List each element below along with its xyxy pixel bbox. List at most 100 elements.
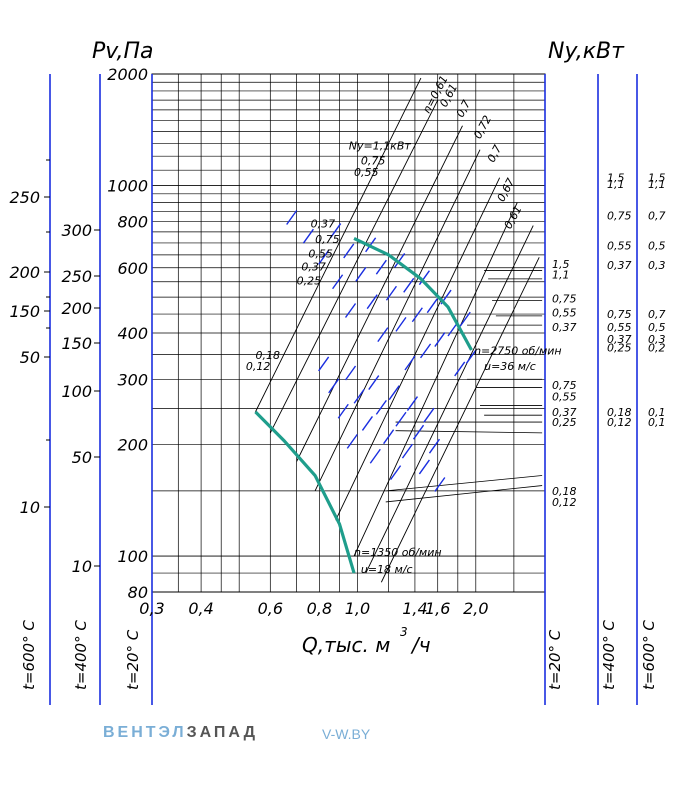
x-axis-title: Q,тыс. м (302, 633, 390, 657)
power-label: 0,1 (648, 406, 666, 419)
power-mark (454, 361, 466, 377)
power-label: 0,37 (607, 333, 632, 346)
x-tick-label: 0,8 (307, 599, 332, 618)
power-mark (328, 378, 340, 394)
system-line (269, 99, 439, 434)
power-label: 0,18 (255, 349, 280, 362)
temp-tick-label: 10 (20, 498, 40, 517)
power-mark (403, 277, 415, 293)
x-tick-label: 0,6 (258, 599, 283, 618)
temp-tick-label: 100 (61, 382, 92, 401)
power-label: 0,18 (607, 406, 632, 419)
chart-labels: 0,3 0,4 0,6 0,8 1,0 1,41,6 2,0 80 100 200 300 400 60… (92, 39, 666, 657)
power-mark (406, 396, 419, 411)
power-label: 1,5 (552, 258, 570, 271)
y-tick-label: 800 (117, 212, 148, 231)
power-label: 0,55 (552, 306, 577, 319)
power-mark (353, 388, 365, 404)
power-label: 0,75 (552, 379, 577, 392)
power-mark (383, 429, 395, 445)
power-mark (434, 332, 446, 347)
power-label: 0,55 (552, 390, 577, 403)
envelope-curves (254, 210, 478, 574)
pointer-line (385, 475, 543, 492)
power-label: 0,55 (607, 321, 632, 334)
power-mark (366, 294, 378, 310)
temperature-scales: t=600° С t=400° С t=20° С t=20° С t=400° С t=… (9, 74, 658, 705)
brand-part-1: ВЕНТЭЛ (103, 724, 187, 741)
power-label: 0,61 (502, 203, 525, 231)
temp-tick-label: 10 (72, 557, 92, 576)
op-label-u: u=36 м/с (484, 360, 536, 373)
power-label: Ny=1,1кВт (349, 140, 412, 153)
y-tick-label: 600 (117, 259, 148, 278)
temp-scale-label: t=400° С (600, 620, 618, 690)
temp-tick-label: 250 (61, 267, 92, 286)
power-label: 0,37 (552, 321, 577, 334)
power-label: 0,75 (552, 293, 577, 306)
y-tick-label: 400 (117, 324, 148, 343)
system-line (296, 125, 463, 462)
power-mark (388, 385, 400, 401)
brand-logo: ВЕНТЭЛЗАПАД (103, 724, 258, 742)
power-mark (412, 424, 425, 440)
system-line (255, 77, 422, 413)
y-tick-label: 200 (117, 436, 148, 455)
temp-scale-label: t=600° С (640, 620, 658, 690)
power-label: 1,5 (607, 172, 625, 185)
x-axis-title-tail: /ч (410, 633, 431, 657)
x-tick-label: 2,0 (463, 599, 488, 618)
power-label: 0,3 (648, 259, 666, 272)
power-label: 0,5 (648, 239, 666, 252)
temp-tick-label: 50 (20, 348, 40, 367)
op-label-n: n=1350 об/мин (354, 546, 442, 559)
power-label: 0,7 (485, 143, 505, 165)
power-mark (375, 259, 387, 275)
power-mark (318, 356, 330, 372)
system-line (353, 202, 518, 557)
power-mark (404, 355, 416, 371)
power-label: 0,7 (648, 308, 666, 321)
system-line (365, 225, 534, 574)
x-tick-label: 1,6 (425, 599, 450, 618)
power-mark (355, 266, 367, 282)
power-label: 0,72 (471, 113, 494, 141)
power-mark (368, 375, 380, 390)
power-mark (395, 411, 407, 427)
power-label: 0,12 (246, 360, 271, 373)
temp-tick-label: 300 (61, 221, 92, 240)
power-label: 0,75 (607, 308, 632, 321)
power-mark (428, 438, 441, 454)
power-mark (369, 448, 381, 464)
power-mark (337, 403, 349, 419)
x-axis-title-sup: 3 (400, 625, 408, 639)
power-mark (426, 298, 438, 314)
power-mark (343, 243, 355, 259)
power-mark (385, 285, 398, 301)
power-label: 0,7 (648, 210, 666, 223)
x-tick-label: 0,4 (188, 599, 213, 618)
power-mark (418, 270, 430, 286)
power-label: 0,37 (301, 260, 326, 273)
x-tick-label: 0,3 (139, 599, 164, 618)
power-label: 0,25 (552, 416, 577, 429)
power-mark (423, 407, 435, 423)
y-tick-label: 100 (117, 547, 148, 566)
y-tick-label: 2000 (107, 65, 148, 84)
power-mark (302, 228, 314, 244)
temp-scale-label: t=400° С (72, 620, 90, 690)
power-label: 0,37 (607, 259, 632, 272)
power-mark (459, 311, 471, 327)
power-label: 0,5 (648, 321, 666, 334)
power-label: 0,37 (311, 218, 336, 231)
power-mark (390, 465, 402, 481)
power-label: 1,5 (648, 172, 666, 185)
power-label: 0,75 (361, 154, 386, 167)
temp-tick-label: 50 (72, 448, 92, 467)
temp-tick-label: 250 (9, 188, 40, 207)
power-mark (465, 348, 478, 364)
power-label: 0,55 (308, 247, 333, 260)
power-mark (361, 416, 374, 431)
temp-scale-label: t=600° С (20, 620, 38, 690)
